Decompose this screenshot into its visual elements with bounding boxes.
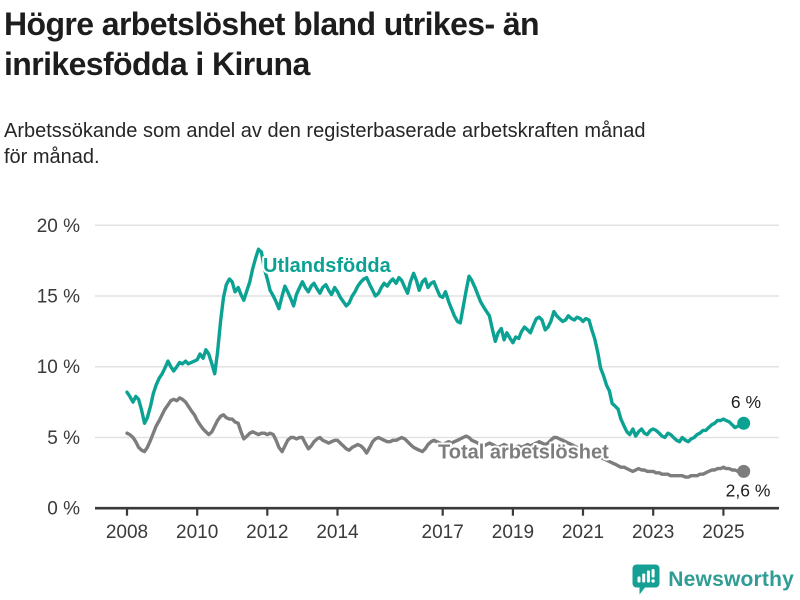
series-end-dot-utlandsfodda: [737, 416, 751, 430]
unemployment-line-chart: 20 % 15 % 10 % 5 % 0 % 2008 2010 2012 2014 2017 20…: [37, 216, 779, 543]
page-subtitle-line-1: Arbetssökande som andel av den registerb…: [4, 120, 646, 142]
page-subtitle: Arbetssökande som andel av den registerb…: [4, 118, 796, 170]
x-axis-tick-label: 2010: [176, 522, 218, 543]
x-axis-tick-label: 2019: [492, 522, 534, 543]
page-title: Högre arbetslöshet bland utrikes- än inri…: [4, 4, 724, 84]
series-label-utlandsfodda: Utlandsfödda: [263, 255, 392, 277]
x-axis-tick-label: 2017: [422, 522, 464, 543]
y-axis-tick-label: 20 %: [37, 216, 80, 237]
newsworthy-logo-icon: [632, 564, 660, 595]
page-subtitle-line-2: för månad.: [4, 146, 100, 168]
end-value-label-total: 2,6 %: [726, 481, 771, 501]
series-end-dot-total: [737, 464, 751, 478]
page-title-line-2: inrikesfödda i Kiruna: [4, 46, 310, 82]
brand-name: Newsworthy: [668, 568, 794, 591]
x-axis-tick-label: 2021: [562, 522, 604, 543]
y-axis-tick-label: 15 %: [37, 287, 80, 308]
x-axis-tick-label: 2023: [632, 522, 674, 543]
series-label-total-arbetsloshet: Total arbetslöshet: [438, 442, 609, 464]
end-value-label-utlandsfodda: 6 %: [731, 392, 761, 412]
x-axis-tick-label: 2014: [316, 522, 359, 543]
y-axis-tick-label: 0 %: [47, 499, 80, 520]
y-axis-tick-label: 5 %: [47, 428, 80, 449]
page-title-line-1: Högre arbetslöshet bland utrikes- än: [4, 6, 540, 42]
x-axis-tick-label: 2025: [702, 522, 744, 543]
brand-footer: Newsworthy: [632, 563, 794, 597]
x-axis-tick-label: 2008: [106, 522, 148, 543]
y-axis-tick-label: 10 %: [37, 357, 80, 378]
series-line-total-arbetsloshet: [125, 396, 746, 479]
series-line-utlandsfodda: [125, 247, 746, 444]
x-axis-tick-label: 2012: [246, 522, 288, 543]
